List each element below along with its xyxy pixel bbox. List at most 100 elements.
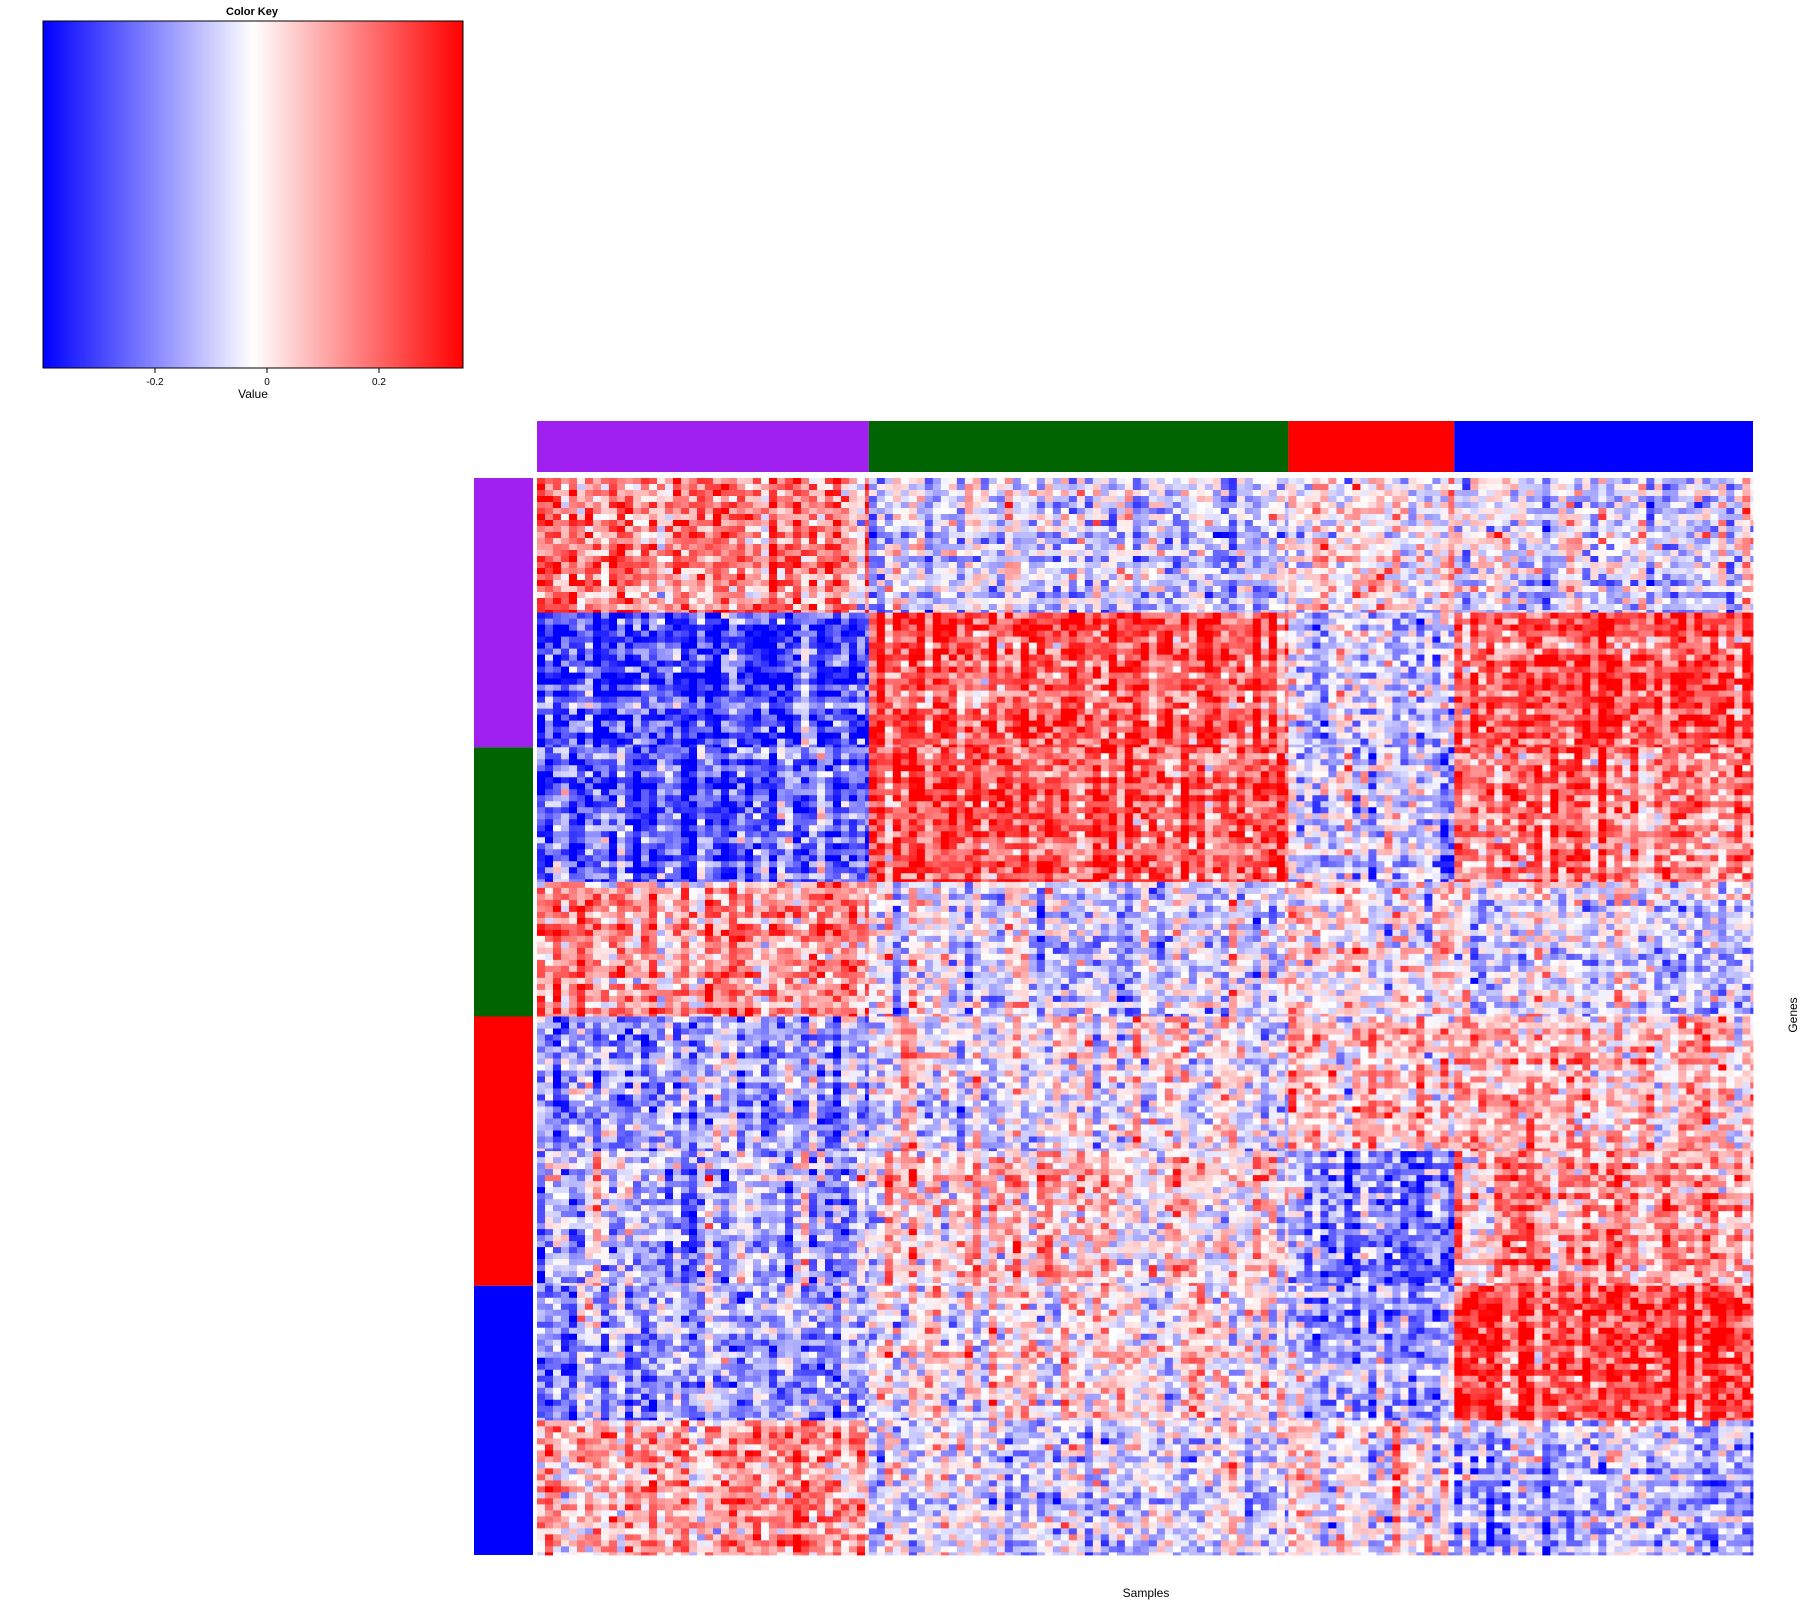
heatmap-cell	[1172, 478, 1182, 485]
heatmap-cell	[593, 714, 602, 722]
heatmap-cell	[916, 526, 926, 533]
heatmap-cell	[988, 484, 998, 491]
heatmap-cell	[665, 568, 674, 575]
heatmap-cell	[948, 592, 958, 599]
heatmap-cell	[1694, 490, 1703, 497]
heatmap-cell	[1494, 508, 1503, 515]
heatmap-cell	[537, 714, 546, 722]
heatmap-cell	[793, 726, 802, 734]
heatmap-cell	[1196, 514, 1206, 521]
heatmap-cell	[657, 508, 666, 515]
heatmap-cell	[1432, 478, 1441, 485]
heatmap-cell	[1622, 544, 1631, 551]
heatmap-cell	[1220, 618, 1230, 626]
heatmap-cell	[1630, 568, 1639, 575]
heatmap-cell	[1228, 592, 1238, 599]
heatmap-cell	[1440, 514, 1449, 521]
heatmap-cell	[777, 610, 786, 614]
heatmap-cell	[1510, 538, 1519, 545]
heatmap-cell	[1244, 550, 1254, 557]
heatmap-cell	[1686, 568, 1695, 575]
heatmap-cell	[745, 690, 754, 698]
heatmap-cell	[908, 592, 918, 599]
heatmap-cell	[1148, 514, 1158, 521]
heatmap-cell	[609, 654, 618, 662]
heatmap-cell	[761, 678, 770, 686]
heatmap-cell	[1140, 580, 1150, 587]
heatmap-cell	[900, 508, 910, 515]
heatmap-cell	[1710, 478, 1719, 485]
heatmap-cell	[1734, 514, 1743, 521]
heatmap-cell	[825, 708, 834, 716]
heatmap-cell	[1036, 604, 1046, 611]
heatmap-cell	[1108, 604, 1118, 611]
heatmap-cell	[1726, 586, 1735, 593]
heatmap-cell	[1376, 610, 1385, 614]
heatmap-cell	[809, 478, 818, 485]
heatmap-cell	[633, 538, 642, 545]
heatmap-cell	[972, 612, 982, 620]
heatmap-cell	[1598, 550, 1607, 557]
heatmap-cell	[1352, 574, 1361, 581]
heatmap-cell	[777, 726, 786, 734]
heatmap-cell	[1654, 550, 1663, 557]
heatmap-cell	[561, 508, 570, 515]
heatmap-cell	[1012, 508, 1022, 515]
heatmap-cell	[892, 654, 902, 662]
heatmap-cell	[948, 654, 958, 662]
heatmap-cell	[1502, 610, 1511, 614]
heatmap-cell	[777, 642, 786, 650]
heatmap-cell	[689, 490, 698, 497]
heatmap-cell	[705, 556, 714, 563]
heatmap-cell	[681, 708, 690, 716]
heatmap-cell	[593, 610, 602, 614]
heatmap-cell	[1124, 592, 1134, 599]
heatmap-cell	[972, 592, 982, 599]
heatmap-cell	[801, 678, 810, 686]
heatmap-cell	[1582, 574, 1591, 581]
heatmap-cell	[1502, 478, 1511, 485]
heatmap-cell	[713, 526, 722, 533]
heatmap-cell	[1558, 568, 1567, 575]
heatmap-cell	[1750, 568, 1754, 575]
heatmap-cell	[1156, 618, 1166, 626]
heatmap-cell	[1670, 508, 1679, 515]
heatmap-cell	[761, 610, 770, 614]
heatmap-cell	[1478, 526, 1487, 533]
heatmap-cell	[649, 502, 658, 509]
heatmap-cell	[1132, 610, 1142, 614]
heatmap-cell	[673, 720, 682, 728]
heatmap-cell	[601, 520, 610, 527]
heatmap-cell	[761, 654, 770, 662]
heatmap-cell	[753, 618, 762, 626]
heatmap-cell	[713, 610, 722, 614]
heatmap-cell	[868, 490, 878, 497]
heatmap-cell	[900, 490, 910, 497]
heatmap-cell	[601, 702, 610, 710]
heatmap-cell	[964, 550, 974, 557]
heatmap-cell	[849, 580, 858, 587]
heatmap-cell	[1742, 520, 1751, 527]
heatmap-cell	[1424, 586, 1433, 593]
heatmap-cell	[1252, 586, 1262, 593]
heatmap-cell	[868, 642, 878, 650]
heatmap-cell	[1518, 478, 1527, 485]
heatmap-cell	[1638, 526, 1647, 533]
heatmap-cell	[900, 562, 910, 569]
heatmap-cell	[537, 526, 546, 533]
heatmap-cell	[1678, 484, 1687, 491]
heatmap-cell	[1454, 496, 1463, 503]
heatmap-cell	[1408, 484, 1417, 491]
heatmap-cell	[585, 484, 594, 491]
heatmap-cell	[1180, 580, 1190, 587]
heatmap-cell	[689, 636, 698, 644]
heatmap-cell	[1212, 496, 1222, 503]
heatmap-cell	[857, 678, 866, 686]
heatmap-cell	[569, 586, 578, 593]
heatmap-cell	[1718, 538, 1727, 545]
heatmap-cell	[1084, 654, 1094, 662]
heatmap-cell	[777, 696, 786, 704]
heatmap-cell	[924, 490, 934, 497]
heatmap-cell	[681, 624, 690, 632]
heatmap-cell	[1558, 478, 1567, 485]
